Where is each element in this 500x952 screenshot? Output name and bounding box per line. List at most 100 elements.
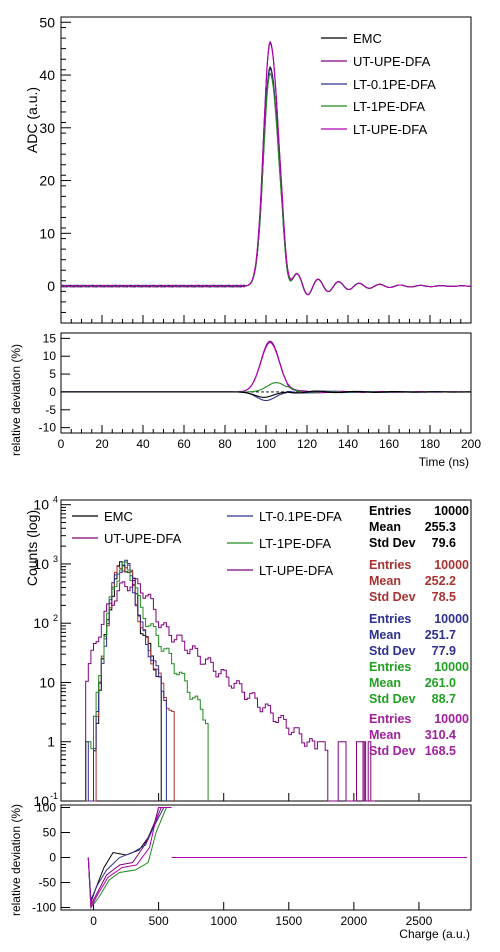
legend-label-lt-0.1pe-dfa: LT-0.1PE-DFA [353, 77, 436, 92]
deviation-x-tick-label: 180 [420, 437, 440, 451]
deviation-x-tick-label: 100 [256, 437, 276, 451]
charge-deviation-x-tick-label: 2000 [341, 914, 368, 928]
stats-entries-label: Entries [369, 660, 411, 674]
stats-entries-label: Entries [369, 712, 411, 726]
deviation-x-tick-label: 120 [297, 437, 317, 451]
waveform-y-tick-label: 50 [39, 14, 55, 30]
stats-std-value: 168.5 [425, 744, 456, 758]
deviation-x-tick-label: 60 [177, 437, 191, 451]
waveform-series-lt-upe-dfa [60, 41, 471, 296]
legend-label-lt-upe-dfa: LT-UPE-DFA [353, 122, 427, 137]
waveform-y-tick-label: 10 [39, 225, 55, 241]
stats-mean-label: Mean [369, 574, 401, 588]
stats-std-label: Std Dev [369, 536, 416, 550]
stats-mean-value: 255.3 [425, 520, 456, 534]
deviation-series-lt-upe-dfa [61, 342, 471, 394]
charge-deviation-x-tick-label: 1000 [210, 914, 237, 928]
waveform-deviation-y-axis-label: relative deviation (%) [9, 344, 23, 456]
waveform-plot: 0 10 20 30 40 50 [39, 14, 472, 323]
waveform-deviation-plot: 0 20 40 60 80 100 120 140 160 180 200 -10 -5 0 5 10 15 [39, 331, 482, 451]
deviation-y-tick-label: -5 [45, 403, 56, 417]
waveform-legend: EMC UT-UPE-DFA LT-0.1PE-DFA LT-1PE-DFA L… [321, 31, 436, 137]
charge-axis-label: Charge (a.u.) [399, 927, 470, 941]
histogram-deviation-y-axis-label: relative deviation (%) [9, 804, 23, 916]
histogram-y-tick-label: 1 [47, 734, 55, 750]
deviation-x-tick-label: 0 [58, 437, 65, 451]
charge-deviation-series-ut-upe-dfa [87, 807, 162, 907]
charge-deviation-x-tick-label: 500 [149, 914, 169, 928]
stats-mean-label: Mean [369, 676, 401, 690]
deviation-x-tick-label: 140 [338, 437, 358, 451]
stats-std-value: 77.9 [432, 644, 456, 658]
waveform-y-tick-label: 20 [39, 173, 55, 189]
deviation-y-tick-label: 10 [43, 349, 57, 363]
stats-entries-value: 10000 [434, 660, 469, 674]
deviation-series-ut-upe-dfa [61, 340, 471, 394]
stats-entries-label: Entries [369, 612, 411, 626]
stats-entries-value: 10000 [434, 712, 469, 726]
histogram-y-tick-label: 10 [33, 556, 49, 572]
deviation-x-tick-label: 200 [461, 437, 481, 451]
stats-box-ut-upe-dfa: Entries 10000 Mean 252.2 Std Dev 78.5 [369, 558, 469, 604]
stats-box-lt-1pe-dfa: Entries 10000 Mean 261.0 Std Dev 88.7 [369, 660, 469, 706]
stats-mean-value: 261.0 [425, 676, 456, 690]
stats-entries-value: 10000 [434, 504, 469, 518]
stats-box-lt-0.1pe-dfa: Entries 10000 Mean 251.7 Std Dev 77.9 [369, 612, 469, 658]
deviation-y-tick-label: -10 [39, 421, 57, 435]
histogram-y-tick-label: 10 [33, 615, 49, 631]
histogram-deviation-plot: 0 500 1000 1500 2000 2500 -100 -50 0 50 100 [32, 801, 467, 928]
histogram-series-lt-0.1pe-dfa [85, 559, 167, 802]
time-axis-label: Time (ns) [419, 455, 469, 469]
histogram-y-tick-exponent: 4 [53, 495, 58, 505]
stats-entries-value: 10000 [434, 612, 469, 626]
charge-deviation-x-tick-label: 0 [90, 914, 97, 928]
charge-deviation-x-tick-label: 2500 [406, 914, 433, 928]
histogram-y-tick-label: 10 [33, 497, 49, 513]
histogram-legend: EMC UT-UPE-DFA LT-0.1PE-DFA LT-1PE-DFA L… [72, 509, 342, 578]
stats-box-emc: Entries 10000 Mean 255.3 Std Dev 79.6 [369, 504, 469, 550]
deviation-y-tick-label: 0 [49, 385, 56, 399]
hist-legend-label-lt-0.1pe-dfa: LT-0.1PE-DFA [259, 509, 342, 524]
hist-legend-label-lt-upe-dfa: LT-UPE-DFA [259, 563, 333, 578]
stats-mean-label: Mean [369, 728, 401, 742]
histogram-y-tick-exponent: 2 [53, 613, 58, 623]
stats-box-lt-upe-dfa: Entries 10000 Mean 310.4 Std Dev 168.5 [369, 712, 469, 758]
legend-label-ut-upe-dfa: UT-UPE-DFA [353, 54, 431, 69]
deviation-x-tick-label: 160 [379, 437, 399, 451]
hist-legend-label-emc: EMC [104, 509, 133, 524]
waveform-y-tick-label: 0 [47, 278, 55, 294]
stats-std-label: Std Dev [369, 692, 416, 706]
charge-deviation-y-tick-label: -50 [39, 876, 57, 890]
histogram-y-tick-label: 10 [39, 674, 55, 690]
deviation-y-tick-label: 15 [43, 331, 57, 345]
waveform-y-axis-label: ADC (a.u.) [24, 87, 40, 153]
stats-entries-label: Entries [369, 504, 411, 518]
charge-deviation-series-emc [87, 807, 160, 903]
stats-mean-label: Mean [369, 520, 401, 534]
charge-deviation-series-lt-1pe-dfa [87, 807, 167, 909]
stats-mean-value: 252.2 [425, 574, 456, 588]
deviation-y-tick-label: 5 [49, 367, 56, 381]
stats-std-label: Std Dev [369, 644, 416, 658]
stats-std-label: Std Dev [369, 744, 416, 758]
charge-deviation-series-lt-0.1pe-dfa [87, 807, 165, 901]
charge-deviation-y-tick-label: 100 [36, 801, 56, 815]
legend-label-emc: EMC [353, 31, 382, 46]
stats-std-label: Std Dev [369, 590, 416, 604]
stats-mean-value: 251.7 [425, 628, 456, 642]
charge-deviation-y-tick-label: 0 [49, 851, 56, 865]
histogram-series-lt-1pe-dfa [85, 561, 209, 801]
histogram-y-axis-label: Counts (log) [24, 510, 40, 586]
histogram-y-tick-label: 10 [33, 793, 49, 809]
deviation-x-tick-label: 40 [136, 437, 150, 451]
histogram-plot-frame [60, 499, 472, 802]
deviation-series-emc [61, 390, 471, 398]
charge-deviation-y-tick-label: -100 [32, 901, 56, 915]
hist-legend-label-lt-1pe-dfa: LT-1PE-DFA [259, 536, 331, 551]
legend-label-lt-1pe-dfa: LT-1PE-DFA [353, 99, 425, 114]
deviation-x-tick-label: 80 [218, 437, 232, 451]
waveform-y-tick-label: 40 [39, 67, 55, 83]
deviation-x-tick-label: 20 [95, 437, 109, 451]
